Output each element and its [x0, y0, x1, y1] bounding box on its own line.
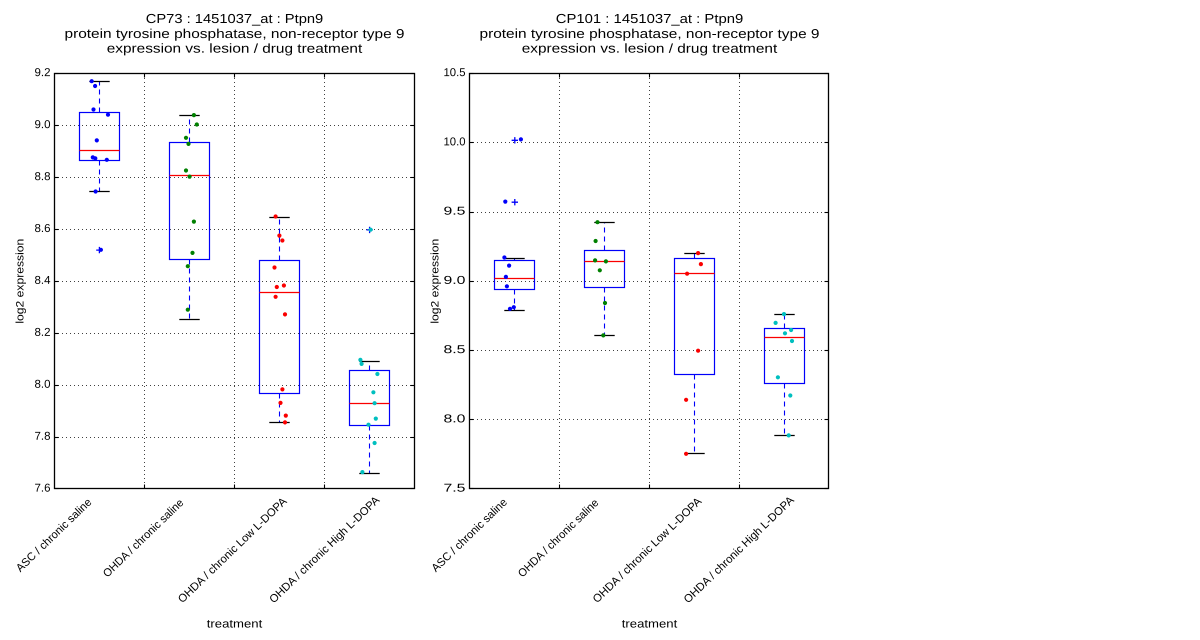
svg-text:8.4: 8.4 [34, 275, 51, 287]
svg-text:9.0: 9.0 [443, 275, 465, 287]
svg-text:expression vs. lesion / drug t: expression vs. lesion / drug treatment [522, 41, 778, 56]
svg-text:8.5: 8.5 [443, 344, 465, 356]
svg-text:CP101 : 1451037_at : Ptpn9: CP101 : 1451037_at : Ptpn9 [556, 11, 744, 26]
svg-text:8.2: 8.2 [34, 327, 50, 339]
svg-text:9.2: 9.2 [34, 67, 50, 79]
svg-text:10.5: 10.5 [443, 67, 465, 79]
svg-text:8.8: 8.8 [34, 171, 50, 183]
svg-text:treatment: treatment [622, 618, 678, 630]
svg-text:protein tyrosine phosphatase,: protein tyrosine phosphatase, non-recept… [479, 26, 819, 41]
svg-text:8.0: 8.0 [443, 413, 465, 425]
svg-text:7.8: 7.8 [34, 431, 50, 443]
svg-text:log2 expression: log2 expression [430, 239, 442, 324]
svg-text:log2 expression: log2 expression [15, 239, 27, 324]
svg-text:7.6: 7.6 [34, 483, 50, 495]
svg-text:protein tyrosine phosphatase,: protein tyrosine phosphatase, non-recept… [64, 26, 404, 41]
svg-text:8.0: 8.0 [34, 379, 50, 391]
svg-text:CP73 : 1451037_at : Ptpn9: CP73 : 1451037_at : Ptpn9 [146, 11, 324, 26]
svg-text:9.0: 9.0 [34, 119, 50, 131]
svg-text:8.6: 8.6 [34, 223, 50, 235]
svg-text:9.5: 9.5 [443, 206, 465, 218]
svg-text:treatment: treatment [207, 618, 263, 630]
svg-text:10.0: 10.0 [443, 136, 465, 148]
svg-text:expression vs. lesion / drug t: expression vs. lesion / drug treatment [107, 41, 363, 56]
svg-text:7.5: 7.5 [443, 483, 465, 495]
